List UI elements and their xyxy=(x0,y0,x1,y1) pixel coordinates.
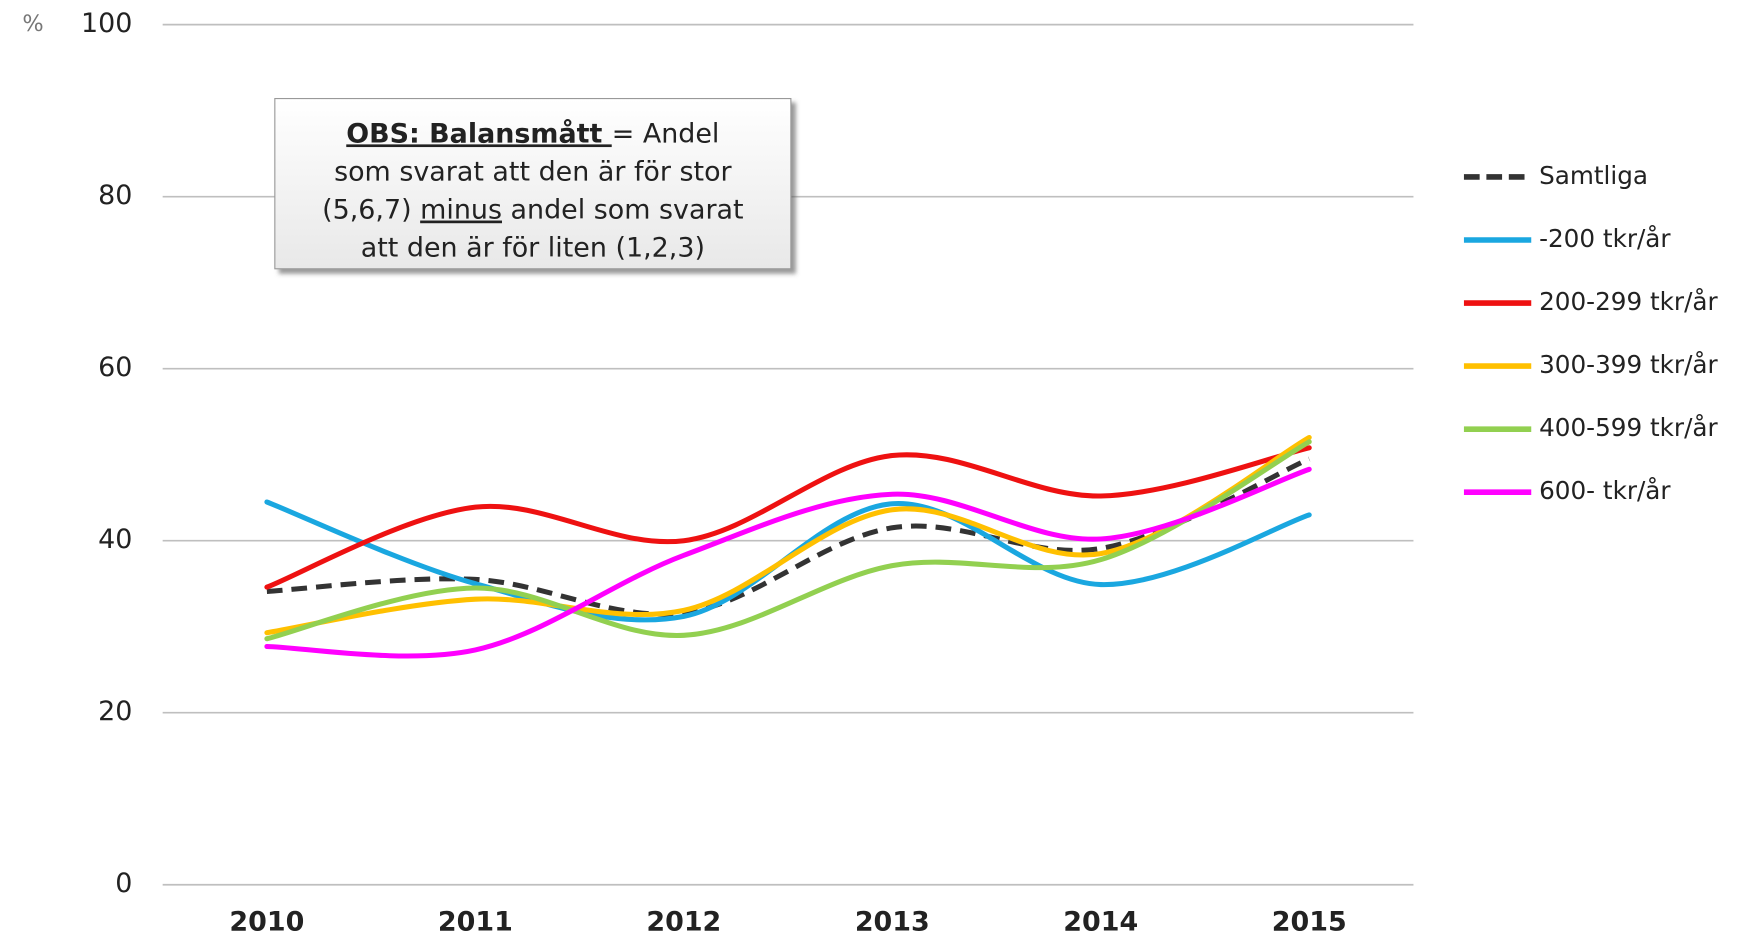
annotation-line: som svarat att den är för stor xyxy=(334,156,732,187)
legend-label: 300-399 tkr/år xyxy=(1539,350,1718,379)
x-tick-label: 2014 xyxy=(1063,906,1138,934)
y-tick-label: 100 xyxy=(81,8,132,39)
annotation-line: att den är för liten (1,2,3) xyxy=(361,232,705,263)
legend-label: -200 tkr/år xyxy=(1539,224,1671,253)
y-tick-label: 40 xyxy=(98,524,132,555)
legend-label: 200-299 tkr/år xyxy=(1539,287,1718,316)
legend-label: Samtliga xyxy=(1539,161,1648,190)
annotation-line: (5,6,7) minus andel som svarat xyxy=(322,194,743,225)
annotation-line: OBS: Balansmått = Andel xyxy=(346,117,719,149)
y-tick-label: 0 xyxy=(115,868,132,899)
annotation-text: som svarat att den är för stor xyxy=(334,156,732,187)
x-tick-label: 2011 xyxy=(438,906,513,934)
annotation-text: andel som svarat xyxy=(502,194,744,225)
annotation-text: OBS: Balansmått xyxy=(346,117,611,149)
annotation-text: = Andel xyxy=(612,118,720,149)
x-tick-label: 2010 xyxy=(229,906,304,934)
y-tick-label: 20 xyxy=(98,696,132,727)
series-line xyxy=(264,445,1312,590)
series-line xyxy=(264,466,1312,659)
annotation-text: (5,6,7) xyxy=(322,194,420,225)
x-tick-label: 2012 xyxy=(646,906,721,934)
annotation-text: minus xyxy=(420,194,502,225)
y-tick-label: 80 xyxy=(98,180,132,211)
annotation-box xyxy=(274,97,792,270)
y-tick-label: 60 xyxy=(98,352,132,383)
series-line xyxy=(264,434,1312,636)
y-unit: % xyxy=(22,11,43,37)
annotation-text: att den är för liten (1,2,3) xyxy=(361,232,705,263)
legend-label: 400-599 tkr/år xyxy=(1539,413,1718,442)
series-line xyxy=(264,439,1312,642)
x-tick-label: 2013 xyxy=(855,906,930,934)
x-tick-label: 2015 xyxy=(1272,906,1347,934)
legend-label: 600- tkr/år xyxy=(1539,476,1671,505)
